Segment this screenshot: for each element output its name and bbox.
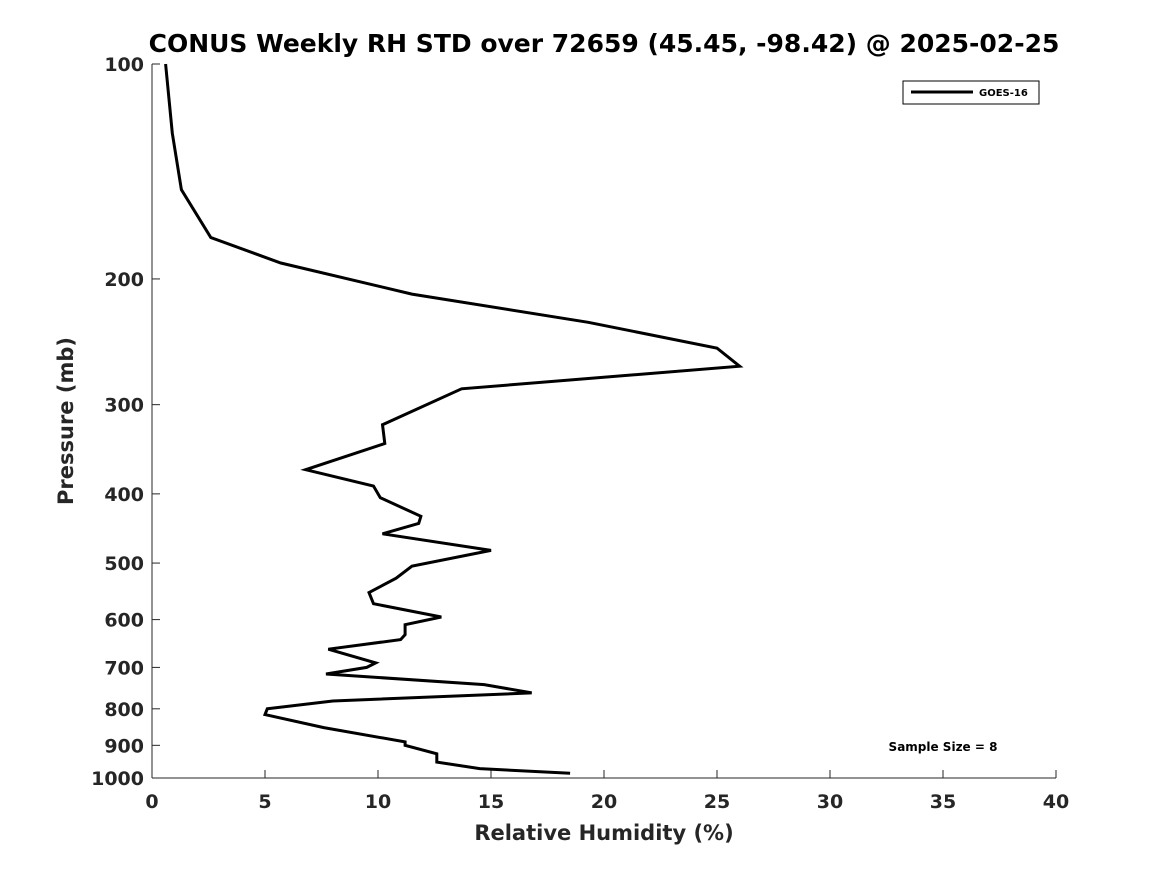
x-tick-label: 20 xyxy=(591,791,617,813)
axes xyxy=(151,64,1056,779)
x-tick-label: 10 xyxy=(365,791,391,813)
legend: GOES-16 xyxy=(902,80,1040,105)
y-tick-label: 500 xyxy=(104,553,144,575)
x-tick-label: 35 xyxy=(930,791,956,813)
legend-entry-goes-16: GOES-16 xyxy=(979,88,1028,99)
y-tick-label: 600 xyxy=(104,610,144,632)
sample-size-annotation: Sample Size = 8 xyxy=(889,740,998,754)
y-tick-label: 200 xyxy=(104,269,144,291)
chart-title: CONUS Weekly RH STD over 72659 (45.45, -… xyxy=(149,29,1060,58)
y-tick-label: 800 xyxy=(104,699,144,721)
x-axis-label: Relative Humidity (%) xyxy=(474,821,733,845)
x-tick-label: 15 xyxy=(478,791,504,813)
x-tick-label: 5 xyxy=(258,791,271,813)
y-tick-label: 700 xyxy=(104,657,144,679)
y-axis-label: Pressure (mb) xyxy=(54,337,78,505)
x-axis-ticks: 0 5 10 15 20 25 30 35 40 xyxy=(145,770,1069,813)
y-tick-label: 300 xyxy=(104,395,144,417)
x-tick-label: 30 xyxy=(817,791,843,813)
y-tick-label: 400 xyxy=(104,484,144,506)
series-line-goes-16 xyxy=(164,63,744,775)
x-tick-label: 25 xyxy=(704,791,730,813)
y-tick-label: 900 xyxy=(104,735,144,757)
x-tick-label: 40 xyxy=(1043,791,1069,813)
y-tick-label: 1000 xyxy=(91,768,144,790)
series-group xyxy=(164,63,744,775)
y-axis-ticks: 100 200 300 400 500 600 700 800 900 1000 xyxy=(91,54,160,790)
x-tick-label: 0 xyxy=(145,791,158,813)
y-tick-label: 100 xyxy=(104,54,144,76)
